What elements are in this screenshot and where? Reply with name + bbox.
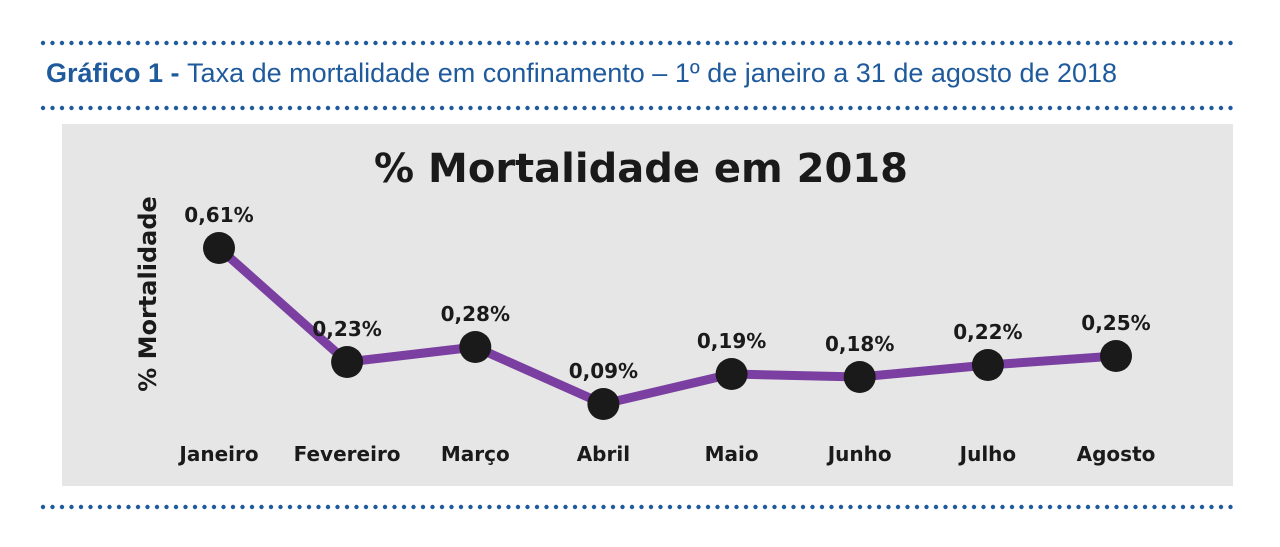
data-label: 0,18% [825,332,894,356]
y-axis-label: % Mortalidade [134,196,162,392]
data-label: 0,61% [184,203,253,227]
data-point [971,349,1004,381]
x-tick-label: Agosto [1077,442,1156,466]
figure-caption-text: Taxa de mortalidade em confinamento – 1º… [187,58,1118,88]
data-label: 0,22% [953,320,1022,344]
x-tick-label: Fevereiro [294,442,401,466]
data-label: 0,23% [312,317,381,341]
data-point [331,346,364,378]
figure-caption: Gráfico 1 - Taxa de mortalidade em confi… [46,58,1117,89]
x-tick-label: Abril [577,442,630,466]
data-label: 0,25% [1081,311,1150,335]
x-tick-label: Janeiro [177,442,258,466]
x-tick-label: Maio [705,442,759,466]
bottom-dotted-rule [40,504,1233,510]
data-point [1100,340,1132,372]
data-point [203,232,235,264]
data-point [587,388,620,420]
x-tick-label: Julho [958,442,1017,466]
chart-panel: % Mortalidade em 2018 % Mortalidade 0,61… [62,124,1233,486]
data-point [843,361,876,393]
x-tick-label: Março [441,442,510,466]
top-dotted-rule [40,40,1233,46]
data-point [715,358,748,390]
series-line [216,244,1117,409]
data-point [459,331,492,363]
middle-dotted-rule [40,105,1233,111]
chart-title: % Mortalidade em 2018 [374,146,908,192]
data-label: 0,09% [569,359,638,383]
data-label: 0,19% [697,329,766,353]
x-tick-label: Junho [826,442,892,466]
line-chart: % Mortalidade em 2018 % Mortalidade 0,61… [134,146,1156,466]
data-label: 0,28% [441,302,510,326]
figure-caption-lead: Gráfico 1 - [46,58,188,88]
